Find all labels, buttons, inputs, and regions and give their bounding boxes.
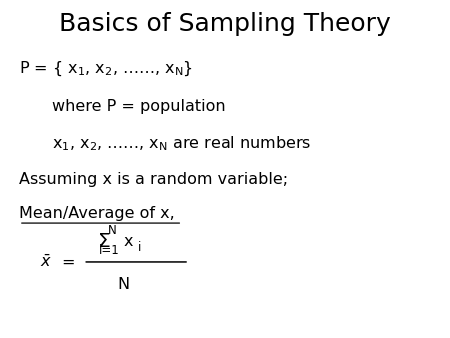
Text: x: x (124, 234, 133, 249)
Text: $\bar{x}$: $\bar{x}$ (40, 254, 53, 270)
Text: i=1: i=1 (99, 244, 120, 257)
Text: where P = population: where P = population (52, 99, 225, 114)
Text: $\mathregular{x_1}$, $\mathregular{x_2}$, ……, $\mathregular{x_N}$ are real numbe: $\mathregular{x_1}$, $\mathregular{x_2}$… (52, 134, 311, 153)
Text: Basics of Sampling Theory: Basics of Sampling Theory (59, 11, 391, 36)
Text: N: N (108, 224, 117, 237)
Text: $\Sigma$: $\Sigma$ (97, 232, 110, 251)
Text: P = { $\mathregular{x_1}$, $\mathregular{x_2}$, ……, $\mathregular{x_N}$}: P = { $\mathregular{x_1}$, $\mathregular… (19, 60, 193, 78)
Text: i: i (138, 241, 141, 254)
Text: Mean/Average of x,: Mean/Average of x, (19, 206, 175, 221)
Text: N: N (117, 277, 129, 292)
Text: =: = (61, 255, 74, 269)
Text: Assuming x is a random variable;: Assuming x is a random variable; (19, 172, 288, 187)
